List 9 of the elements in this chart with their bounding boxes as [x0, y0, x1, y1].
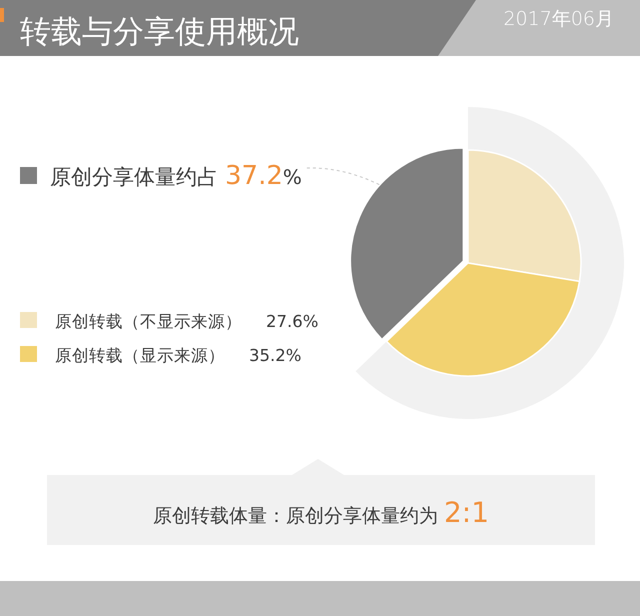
data-label: 35.2%: [249, 346, 302, 365]
legend-label: 原创转载（不显示来源）: [55, 312, 242, 331]
chart-title: 转载与分享使用概况: [20, 14, 299, 50]
legend-label: 原创分享体量约占: [50, 165, 218, 189]
chart-subtitle: 2017年06月: [503, 8, 614, 30]
data-label: 27.6%: [266, 312, 318, 331]
text: 原创转载体量：原创分享体量约为 2:1: [152, 496, 490, 529]
legend-label: 原创转载（显示来源）: [55, 346, 225, 365]
data-label: 37.2%: [225, 161, 302, 191]
